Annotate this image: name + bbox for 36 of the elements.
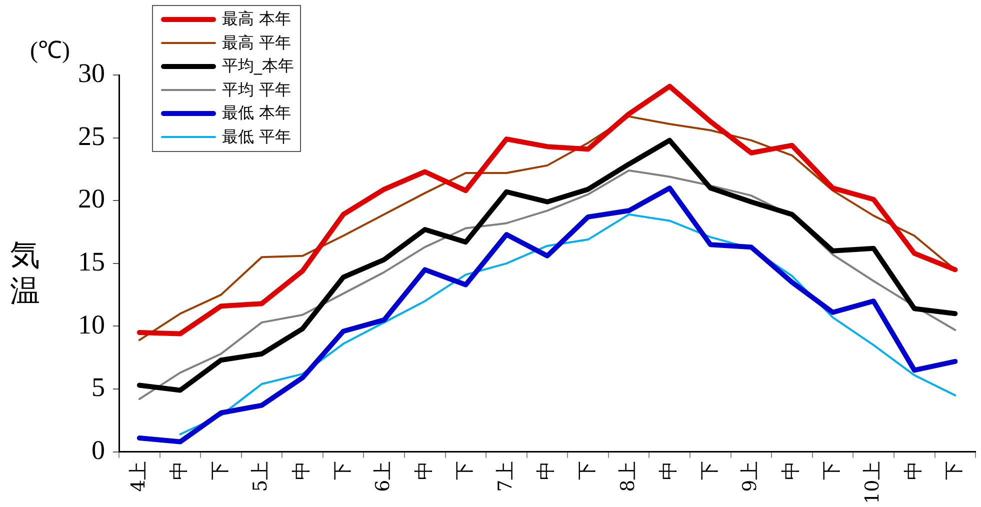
x-tick-label: 下: [820, 460, 843, 480]
x-tick-label: 中: [902, 460, 924, 480]
x-tick-label: 下: [576, 460, 598, 480]
x-tick-label: 中: [535, 460, 558, 480]
x-tick-label: 4上: [127, 460, 150, 492]
y-tick-label: 5: [92, 372, 105, 402]
x-tick-label: 中: [168, 460, 190, 480]
x-tick-label: 下: [698, 460, 720, 480]
x-tick-label: 中: [290, 460, 312, 480]
x-tick-label: 中: [412, 460, 435, 480]
x-tick-label: 10上: [862, 460, 884, 504]
x-tick-label: 下: [208, 460, 231, 480]
legend-label: 平均_本年: [222, 56, 294, 78]
x-tick-label: 9上: [739, 460, 762, 492]
x-tick-label: 中: [658, 460, 680, 480]
x-tick-label: 5上: [250, 460, 272, 492]
x-tick-label: 6上: [372, 460, 394, 492]
y-axis-title: 気温: [10, 238, 41, 310]
legend-label: 最低 本年: [222, 103, 292, 124]
text: (℃): [30, 37, 70, 65]
y-tick-label: 30: [78, 58, 105, 88]
x-tick-label: 下: [331, 460, 354, 480]
x-tick-label: 7上: [494, 460, 516, 492]
y-tick-label: 15: [78, 246, 105, 277]
x-tick-label: 8上: [616, 460, 639, 492]
y-tick-label: 10: [78, 309, 105, 340]
legend-label: 最低 平年: [222, 126, 292, 148]
x-tick-label: 下: [943, 460, 966, 480]
x-tick-label: 中: [780, 460, 802, 480]
y-tick-label: 20: [78, 184, 105, 214]
y-tick-label: 0: [92, 434, 105, 465]
legend-label: 最高 平年: [222, 32, 292, 54]
legend-label: 最高 本年: [222, 9, 292, 30]
y-tick-label: 25: [78, 120, 105, 151]
x-tick-label: 下: [454, 460, 476, 480]
legend-label: 平均 平年: [222, 80, 292, 101]
